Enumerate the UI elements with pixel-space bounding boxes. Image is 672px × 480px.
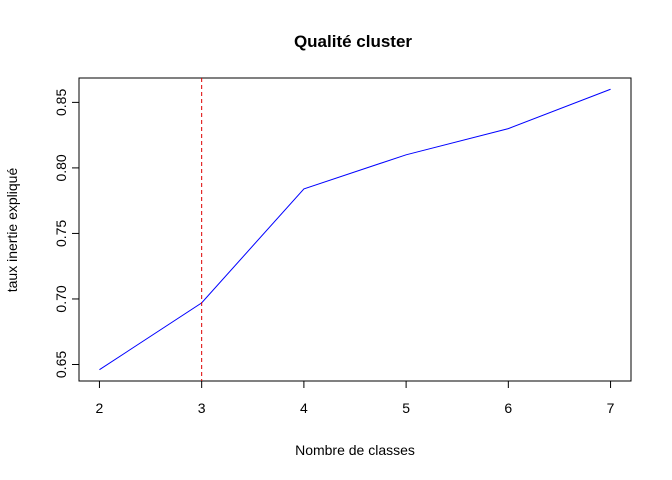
chart-title: Qualité cluster	[294, 32, 412, 51]
x-tick-label: 4	[300, 400, 308, 416]
x-tick-label: 3	[198, 400, 206, 416]
series-line	[99, 88, 611, 371]
y-tick-label: 0.75	[53, 220, 69, 247]
y-tick-label: 0.70	[53, 285, 69, 312]
y-axis-label: taux inertie expliqué	[4, 168, 20, 293]
y-axis: 0.65 0.70 0.75 0.80 0.85	[53, 89, 80, 378]
x-axis-label: Nombre de classes	[295, 442, 415, 458]
x-axis: 2 3 4 5 6 7	[96, 380, 615, 416]
y-tick-label: 0.80	[53, 154, 69, 181]
x-tick-label: 6	[504, 400, 512, 416]
plot-marks	[99, 78, 611, 381]
x-tick-label: 7	[607, 400, 615, 416]
y-tick-label: 0.65	[53, 351, 69, 378]
plot-frame	[78, 77, 632, 382]
y-tick-label: 0.85	[53, 89, 69, 116]
x-tick-label: 5	[402, 400, 410, 416]
x-tick-label: 2	[96, 400, 104, 416]
